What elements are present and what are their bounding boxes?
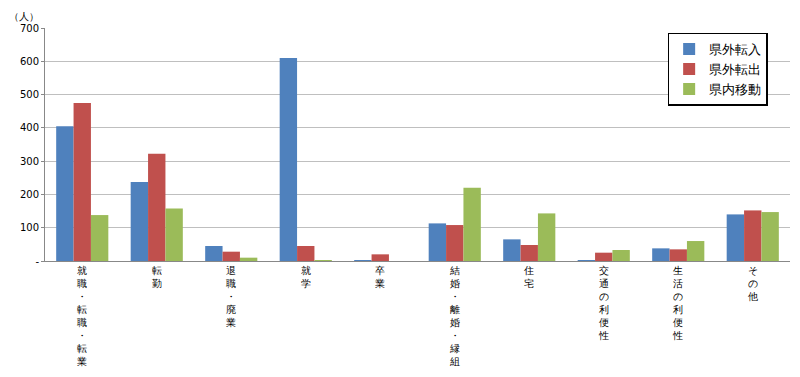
svg-text:卒業: 卒業 xyxy=(375,265,385,289)
svg-text:（人）: （人） xyxy=(9,11,39,22)
svg-text:-: - xyxy=(35,256,39,267)
svg-text:400: 400 xyxy=(20,122,39,133)
svg-text:200: 200 xyxy=(20,189,39,200)
svg-text:生活の利便性: 生活の利便性 xyxy=(672,265,683,341)
svg-text:退職・廃業: 退職・廃業 xyxy=(226,265,236,328)
svg-text:600: 600 xyxy=(20,56,39,67)
svg-text:交通の利便性: 交通の利便性 xyxy=(598,265,609,341)
svg-text:住宅: 住宅 xyxy=(524,265,534,289)
svg-text:転勤: 転勤 xyxy=(152,265,162,289)
svg-text:就職・転職・転業: 就職・転職・転業 xyxy=(77,265,87,367)
svg-text:県外転出: 県外転出 xyxy=(709,62,761,77)
svg-text:就学: 就学 xyxy=(301,265,311,289)
svg-text:700: 700 xyxy=(20,23,39,34)
svg-text:500: 500 xyxy=(20,89,39,100)
svg-text:100: 100 xyxy=(20,222,39,233)
svg-text:県内移動: 県内移動 xyxy=(709,82,761,97)
svg-text:その他: その他 xyxy=(748,265,758,302)
svg-text:結婚・離婚・縁組: 結婚・離婚・縁組 xyxy=(449,265,460,367)
svg-text:300: 300 xyxy=(20,156,39,167)
svg-text:県外転入: 県外転入 xyxy=(709,42,761,57)
